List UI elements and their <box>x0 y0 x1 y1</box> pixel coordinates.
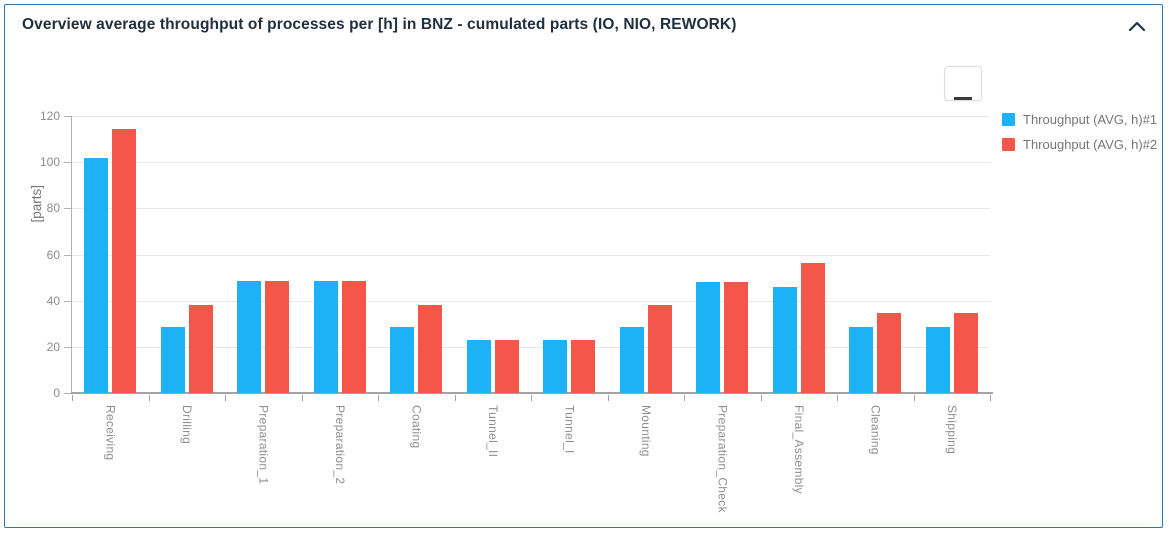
x-axis-tick <box>531 395 532 401</box>
x-axis-category-label: Tunnel_I <box>562 405 577 454</box>
legend-item[interactable]: Throughput (AVG, h)#1 <box>1002 112 1157 127</box>
x-axis-tick <box>72 395 73 401</box>
x-axis-tick <box>913 395 915 401</box>
gridline <box>72 300 990 302</box>
y-axis-tick <box>64 254 71 256</box>
y-axis-tick <box>64 300 71 302</box>
x-axis-tick <box>837 395 838 401</box>
y-axis-tick <box>64 346 71 348</box>
x-axis-category-label: Shipping <box>944 405 959 455</box>
x-axis-category-label: Coating <box>409 405 424 449</box>
legend-label: Throughput (AVG, h)#2 <box>1023 137 1158 152</box>
chart-export-menu-button[interactable] <box>944 66 982 101</box>
y-axis-tick <box>64 208 71 210</box>
bar-final_assembly-series1[interactable] <box>772 286 797 393</box>
y-axis-tick-label: 80 <box>46 201 60 216</box>
legend-swatch-icon <box>1002 138 1015 151</box>
chart-legend: Throughput (AVG, h)#1 Throughput (AVG, h)… <box>1002 112 1157 152</box>
bar-preparation_1-series1[interactable] <box>237 281 262 393</box>
bar-preparation_check-series2[interactable] <box>724 282 749 393</box>
bar-tunnel_i-series2[interactable] <box>571 339 596 393</box>
y-axis-tick-label: 100 <box>39 155 60 170</box>
legend-item[interactable]: Throughput (AVG, h)#2 <box>1002 137 1157 152</box>
x-axis-tick <box>225 395 226 401</box>
x-axis-category-label: Cleaning <box>868 405 883 455</box>
x-axis-category-label: Preparation_2 <box>332 405 347 485</box>
bar-preparation_check-series1[interactable] <box>696 282 721 393</box>
gridline <box>72 208 990 210</box>
x-axis-tick <box>148 395 150 401</box>
x-axis-category-label: Tunnel_II <box>485 405 500 458</box>
gridline <box>72 162 990 164</box>
bar-cleaning-series2[interactable] <box>877 313 902 393</box>
x-axis-tick <box>760 395 762 401</box>
y-axis-tick-label: 0 <box>53 386 60 400</box>
x-axis-category-label: Preparation_1 <box>256 405 271 485</box>
bar-shipping-series2[interactable] <box>953 313 978 393</box>
y-axis-tick-label: 120 <box>39 109 60 123</box>
bar-receiving-series1[interactable] <box>84 157 109 393</box>
x-axis-category-label: Drilling <box>179 405 194 445</box>
bar-cleaning-series1[interactable] <box>849 327 874 393</box>
bar-preparation_2-series1[interactable] <box>313 281 338 393</box>
chevron-up-icon <box>1128 21 1146 32</box>
x-axis-category-label: Mounting <box>638 405 653 457</box>
legend-swatch-icon <box>1002 113 1015 126</box>
chart-panel: Overview average throughput of processes… <box>4 4 1163 528</box>
x-axis-tick <box>301 395 303 401</box>
gridline <box>72 346 990 348</box>
x-axis-tick <box>607 395 609 401</box>
bar-preparation_1-series2[interactable] <box>265 281 290 393</box>
bar-shipping-series1[interactable] <box>925 327 950 393</box>
x-axis-category-label: Receiving <box>103 405 118 461</box>
x-axis-tick <box>378 395 379 401</box>
gridline <box>72 116 990 117</box>
x-axis-line <box>71 392 993 394</box>
gridline <box>72 254 990 256</box>
y-axis-tick-label: 20 <box>46 339 60 354</box>
bar-mounting-series1[interactable] <box>619 327 644 393</box>
y-axis-tick <box>64 393 71 394</box>
bar-final_assembly-series2[interactable] <box>800 262 825 393</box>
y-axis-line <box>71 116 72 393</box>
bar-drilling-series2[interactable] <box>188 305 213 393</box>
bar-receiving-series2[interactable] <box>112 128 137 393</box>
bar-chart-plot-area: 0 20 40 60 80 100 120 Receiving Drilling Preparat… <box>40 110 993 513</box>
bar-drilling-series1[interactable] <box>160 327 185 393</box>
x-axis-tick <box>684 395 685 401</box>
bar-mounting-series2[interactable] <box>647 305 672 393</box>
legend-label: Throughput (AVG, h)#1 <box>1023 112 1158 127</box>
y-axis-tick-label: 60 <box>46 247 60 262</box>
collapse-panel-button[interactable] <box>1126 17 1148 35</box>
bar-tunnel_ii-series1[interactable] <box>466 339 491 393</box>
bar-tunnel_i-series1[interactable] <box>543 339 568 393</box>
x-axis-category-label: Preparation_Check <box>715 405 730 513</box>
bar-preparation_2-series2[interactable] <box>341 281 366 393</box>
bar-tunnel_ii-series2[interactable] <box>494 339 519 393</box>
y-axis-tick <box>64 116 71 117</box>
y-axis-tick <box>64 162 71 164</box>
panel-header: Overview average throughput of processes… <box>5 5 1162 47</box>
panel-title: Overview average throughput of processes… <box>22 16 737 33</box>
bar-coating-series2[interactable] <box>418 305 443 393</box>
y-axis-tick-label: 40 <box>46 293 60 308</box>
x-axis-tick <box>990 395 991 401</box>
bar-coating-series1[interactable] <box>390 327 415 393</box>
x-axis-category-label: Final_Assembly <box>791 405 806 494</box>
x-axis-tick <box>454 395 456 401</box>
